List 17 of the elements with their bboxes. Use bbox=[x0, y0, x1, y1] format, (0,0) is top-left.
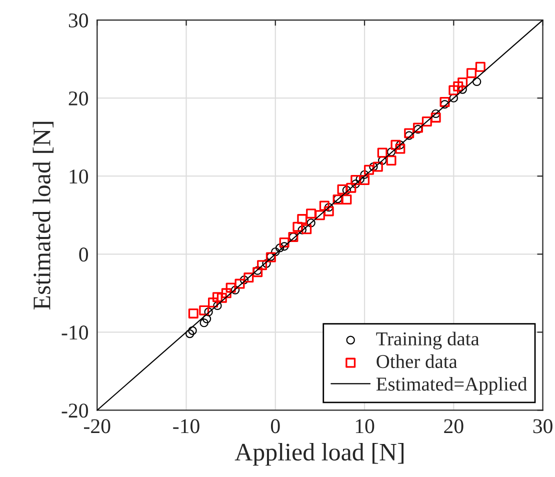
legend-label: Estimated=Applied bbox=[376, 377, 527, 395]
y-tick-label: -10 bbox=[62, 326, 88, 340]
y-tick-label: -20 bbox=[62, 404, 88, 418]
y-tick-label: 20 bbox=[68, 91, 88, 106]
x-tick-label: 0 bbox=[270, 419, 280, 434]
x-tick-label: -10 bbox=[173, 419, 200, 434]
y-tick-label: 30 bbox=[68, 13, 88, 28]
y-axis-title: Estimated load [N] bbox=[32, 122, 54, 310]
x-tick-label: 20 bbox=[444, 419, 464, 434]
x-tick-label: -20 bbox=[84, 419, 110, 434]
legend-label: Other data bbox=[376, 354, 458, 368]
legend-label: Training data bbox=[376, 332, 480, 350]
y-tick-label: 10 bbox=[70, 169, 88, 184]
x-tick-label: 30 bbox=[533, 419, 552, 434]
x-tick-label: 10 bbox=[356, 419, 374, 434]
x-axis-title: Applied load [N] bbox=[234, 443, 404, 466]
y-tick-label: 0 bbox=[79, 248, 88, 262]
